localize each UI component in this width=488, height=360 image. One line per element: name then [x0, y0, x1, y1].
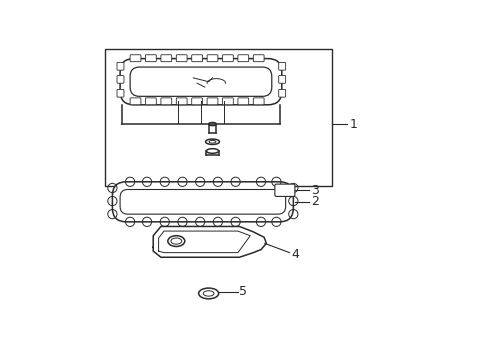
- FancyBboxPatch shape: [130, 55, 141, 62]
- FancyBboxPatch shape: [274, 184, 294, 197]
- Text: 3: 3: [310, 184, 318, 197]
- FancyBboxPatch shape: [120, 59, 281, 105]
- FancyBboxPatch shape: [253, 55, 264, 62]
- FancyBboxPatch shape: [222, 98, 233, 105]
- FancyBboxPatch shape: [117, 62, 123, 70]
- FancyBboxPatch shape: [145, 55, 156, 62]
- Text: 1: 1: [349, 118, 357, 131]
- FancyBboxPatch shape: [238, 55, 248, 62]
- FancyBboxPatch shape: [238, 98, 248, 105]
- FancyBboxPatch shape: [253, 98, 264, 105]
- FancyBboxPatch shape: [120, 189, 285, 214]
- FancyBboxPatch shape: [222, 55, 233, 62]
- Bar: [104, 49, 331, 186]
- FancyBboxPatch shape: [191, 55, 202, 62]
- FancyBboxPatch shape: [176, 98, 187, 105]
- Text: 2: 2: [310, 195, 318, 208]
- FancyBboxPatch shape: [191, 98, 202, 105]
- Text: 5: 5: [239, 285, 247, 298]
- FancyBboxPatch shape: [130, 98, 141, 105]
- FancyBboxPatch shape: [161, 55, 171, 62]
- FancyBboxPatch shape: [176, 55, 187, 62]
- FancyBboxPatch shape: [130, 67, 271, 96]
- FancyBboxPatch shape: [207, 55, 218, 62]
- Text: 4: 4: [290, 248, 298, 261]
- FancyBboxPatch shape: [117, 76, 123, 83]
- FancyBboxPatch shape: [161, 98, 171, 105]
- FancyBboxPatch shape: [207, 98, 218, 105]
- FancyBboxPatch shape: [278, 76, 285, 83]
- FancyBboxPatch shape: [145, 98, 156, 105]
- FancyBboxPatch shape: [278, 89, 285, 97]
- FancyBboxPatch shape: [117, 89, 123, 97]
- FancyBboxPatch shape: [112, 182, 293, 222]
- FancyBboxPatch shape: [278, 62, 285, 70]
